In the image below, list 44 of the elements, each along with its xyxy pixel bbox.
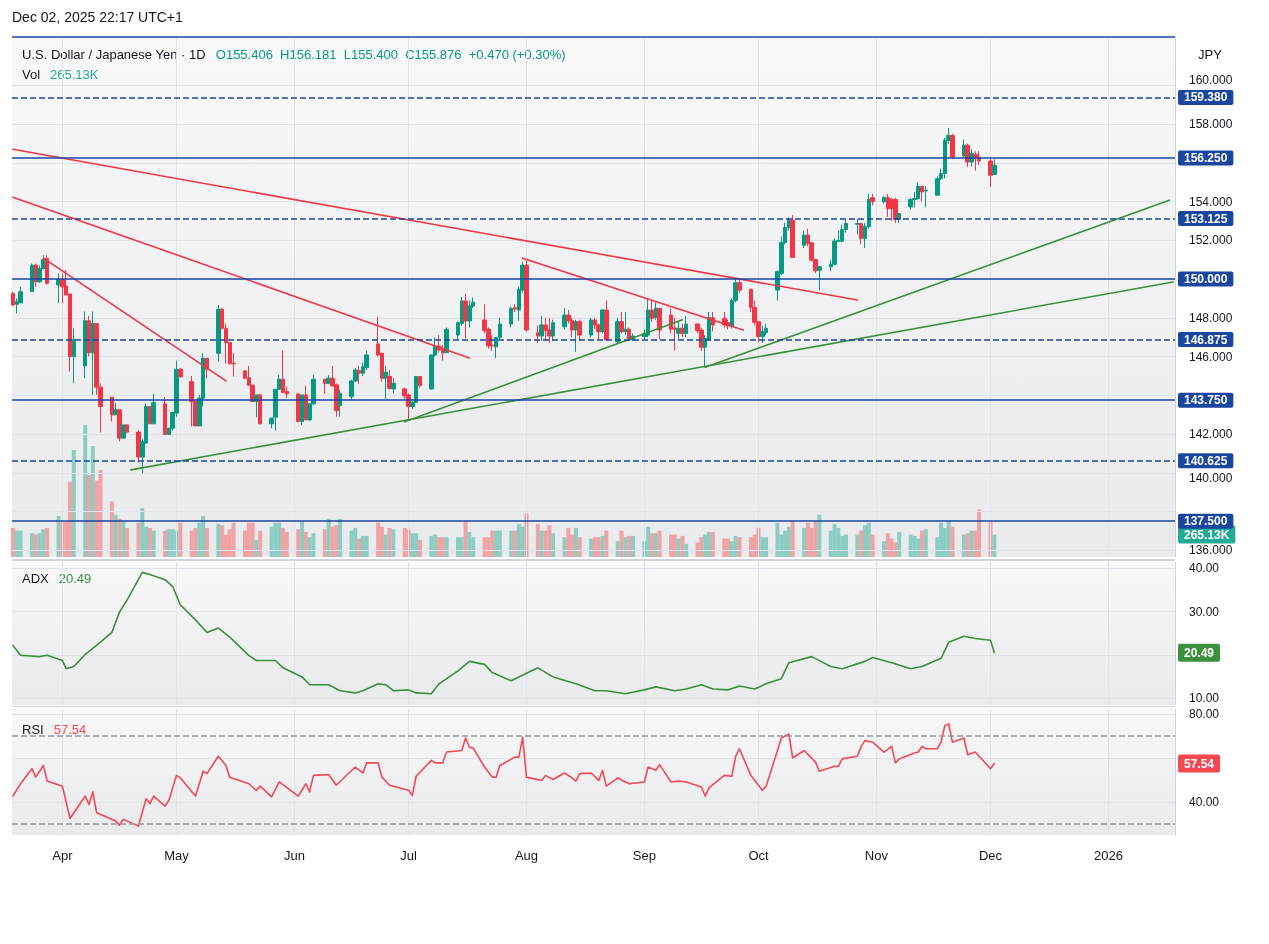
y-tick-label: 146.000 bbox=[1189, 349, 1233, 364]
x-tick-label: Oct bbox=[748, 848, 769, 863]
ref-line-label: 156.250 bbox=[1184, 151, 1228, 166]
y-axis-title: JPY bbox=[1198, 46, 1223, 62]
x-tick-label: Apr bbox=[52, 848, 74, 863]
annotation: 20.49 bbox=[58, 570, 92, 586]
text: Dec 02, 2025 22:17 UTC+1 bbox=[12, 9, 184, 25]
y-tick-label: 10.00 bbox=[1189, 691, 1220, 706]
y-tick-label: 40.00 bbox=[1189, 561, 1220, 576]
ref-line-label: 153.125 bbox=[1184, 211, 1228, 226]
y-tick-label: 154.000 bbox=[1189, 194, 1233, 209]
x-tick-label: Nov bbox=[864, 848, 889, 863]
annotation: 265.13K bbox=[50, 66, 99, 82]
text: 57.54 bbox=[1184, 756, 1215, 771]
ref-line-label: 146.875 bbox=[1184, 332, 1228, 347]
chart-title: Vol bbox=[22, 66, 41, 82]
x-tick-label: Sep bbox=[632, 848, 656, 863]
x-tick-label: May bbox=[164, 848, 190, 863]
y-tick-label: 142.000 bbox=[1189, 427, 1233, 442]
x-tick-label: Jun bbox=[283, 848, 305, 863]
y-tick-label: 136.000 bbox=[1189, 543, 1233, 558]
y-tick-label: 140.000 bbox=[1189, 471, 1233, 486]
x-tick-label: 2026 bbox=[1093, 848, 1123, 863]
text: 265.13K bbox=[1184, 527, 1230, 542]
y-tick-label: 160.000 bbox=[1189, 72, 1233, 87]
annotation: 57.54 bbox=[53, 721, 87, 737]
text: O155.406 H156.181 L155.400 C155.876 +0.470 (+0.30%) bbox=[215, 46, 566, 62]
ref-line-label: 137.500 bbox=[1184, 514, 1228, 529]
y-tick-label: 40.00 bbox=[1189, 795, 1220, 809]
ref-line-label: 143.750 bbox=[1184, 393, 1228, 408]
text: RSI bbox=[22, 721, 44, 737]
y-tick-label: 30.00 bbox=[1189, 604, 1220, 619]
ref-line-label: 150.000 bbox=[1184, 272, 1228, 287]
y-tick-label: 148.000 bbox=[1189, 310, 1233, 325]
ref-line-label: 159.380 bbox=[1184, 90, 1228, 105]
x-tick-label: Jul bbox=[400, 848, 417, 863]
ref-line-label: 140.625 bbox=[1184, 453, 1228, 468]
text: ADX bbox=[22, 570, 50, 586]
x-tick-label: Aug bbox=[514, 848, 539, 863]
y-tick-label: 158.000 bbox=[1189, 117, 1233, 132]
y-tick-label: 80.00 bbox=[1189, 707, 1220, 721]
x-tick-label: Dec bbox=[978, 848, 1003, 863]
y-tick-label: 152.000 bbox=[1189, 233, 1233, 248]
text: 20.49 bbox=[1184, 645, 1215, 660]
